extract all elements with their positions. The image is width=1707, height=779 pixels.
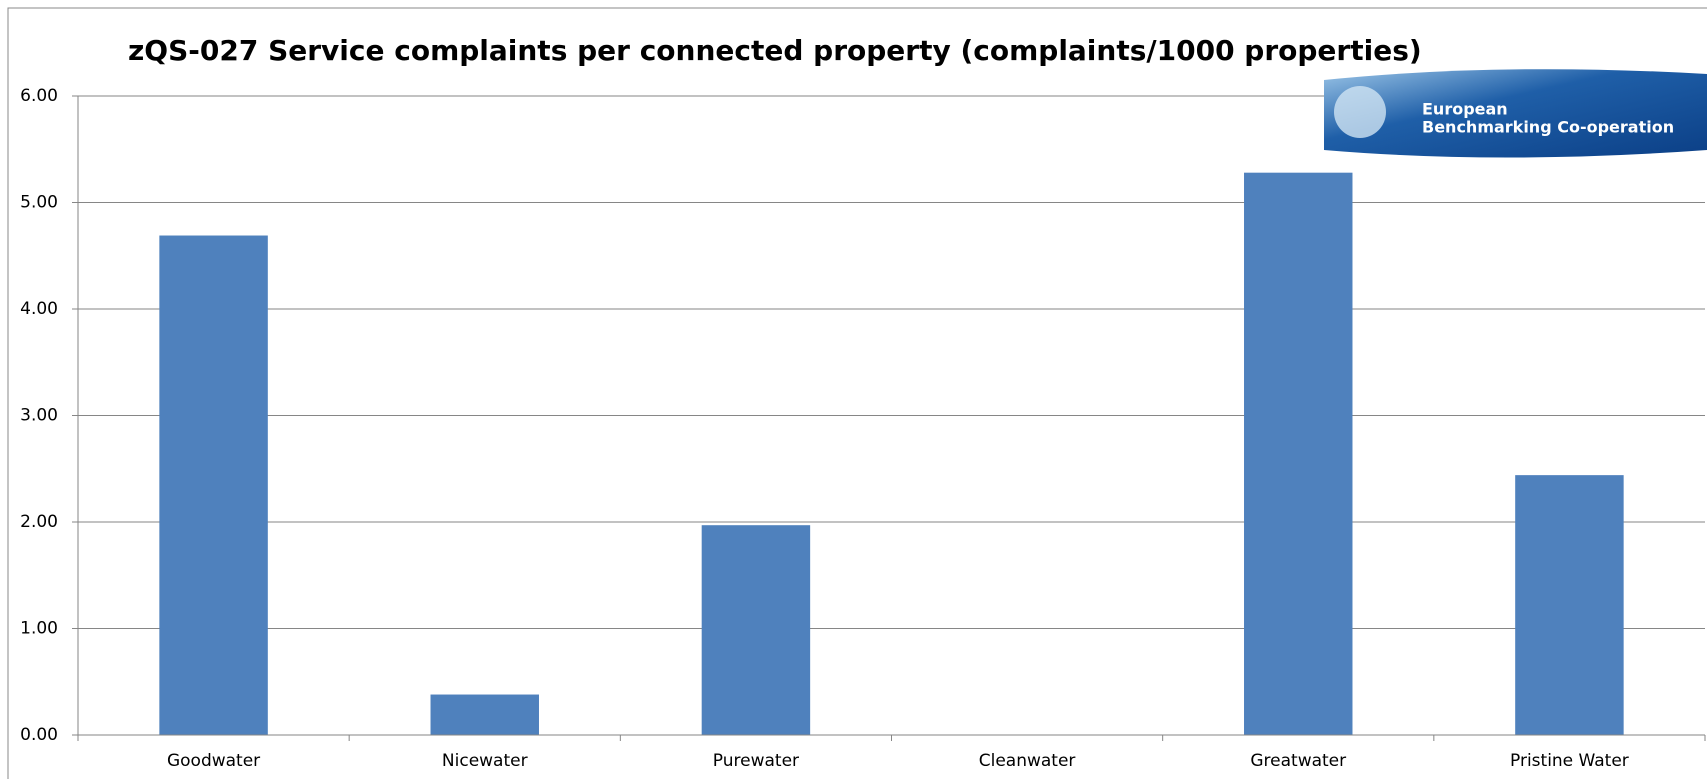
y-tick-label: 1.00 (20, 619, 58, 639)
y-tick-label: 2.00 (20, 512, 58, 532)
chart-title: zQS-027 Service complaints per connected… (128, 34, 1422, 67)
bar (159, 235, 268, 735)
logo-text: Benchmarking Co-operation (1422, 118, 1674, 137)
x-tick-label: Pristine Water (1510, 751, 1629, 771)
y-tick-label: 5.00 (20, 193, 58, 213)
logo-text: European (1422, 100, 1508, 119)
logo-lens (1334, 86, 1386, 138)
x-tick-label: Nicewater (442, 751, 528, 771)
y-tick-label: 0.00 (20, 725, 58, 745)
logo-banner (1324, 69, 1707, 158)
bar (1515, 475, 1624, 735)
y-tick-label: 4.00 (20, 299, 58, 319)
chart-border (7, 7, 1707, 779)
logo: European Benchmarking Co-operation (1324, 69, 1707, 158)
x-tick-label: Goodwater (167, 751, 260, 771)
y-tick-label: 3.00 (20, 406, 58, 426)
x-tick-label: Purewater (713, 751, 799, 771)
bar (701, 525, 811, 735)
bar (1244, 172, 1353, 735)
x-tick-label: Cleanwater (979, 751, 1076, 771)
bar (430, 694, 539, 735)
x-tick-label: Greatwater (1250, 751, 1346, 771)
y-tick-label: 6.00 (20, 86, 58, 106)
